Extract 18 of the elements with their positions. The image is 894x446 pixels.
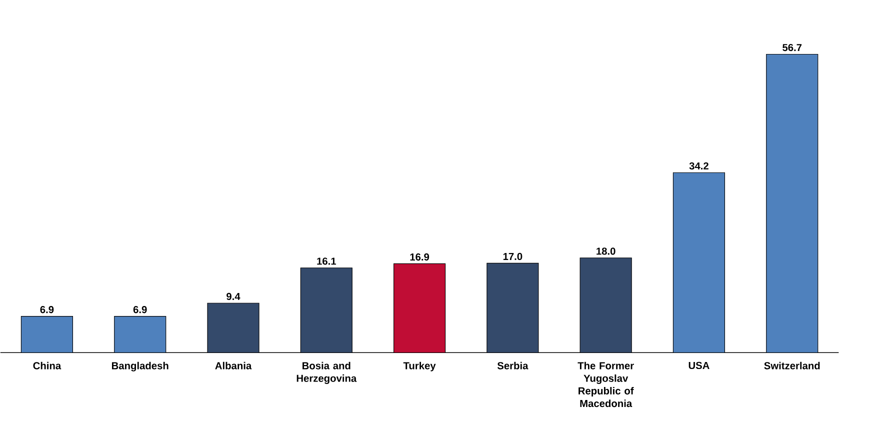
x-tick-label: The Former Yugoslav Republic of Macedonia: [578, 362, 634, 408]
x-tick-label: Albania: [215, 362, 252, 370]
x-tick-label: USA: [688, 362, 710, 370]
x-tick-label: Switzerland: [764, 362, 820, 370]
x-tick-label: Serbia: [497, 362, 528, 370]
data-label: 9.4: [226, 292, 240, 300]
data-label: 6.9: [133, 306, 147, 314]
data-label: 16.9: [410, 253, 430, 261]
data-label: 34.2: [689, 162, 708, 170]
x-tick-label: Turkey: [403, 362, 436, 372]
data-label: 56.7: [782, 44, 802, 52]
data-label: 17.0: [503, 252, 522, 260]
data-label: 6.9: [40, 306, 54, 314]
x-tick-label: China: [33, 362, 62, 370]
x-tick-label: Bosia and Herzegovina: [296, 362, 357, 384]
data-label: 18.0: [596, 248, 616, 255]
data-label: 16.1: [317, 258, 336, 265]
x-tick-label: Bangladesh: [112, 362, 168, 372]
